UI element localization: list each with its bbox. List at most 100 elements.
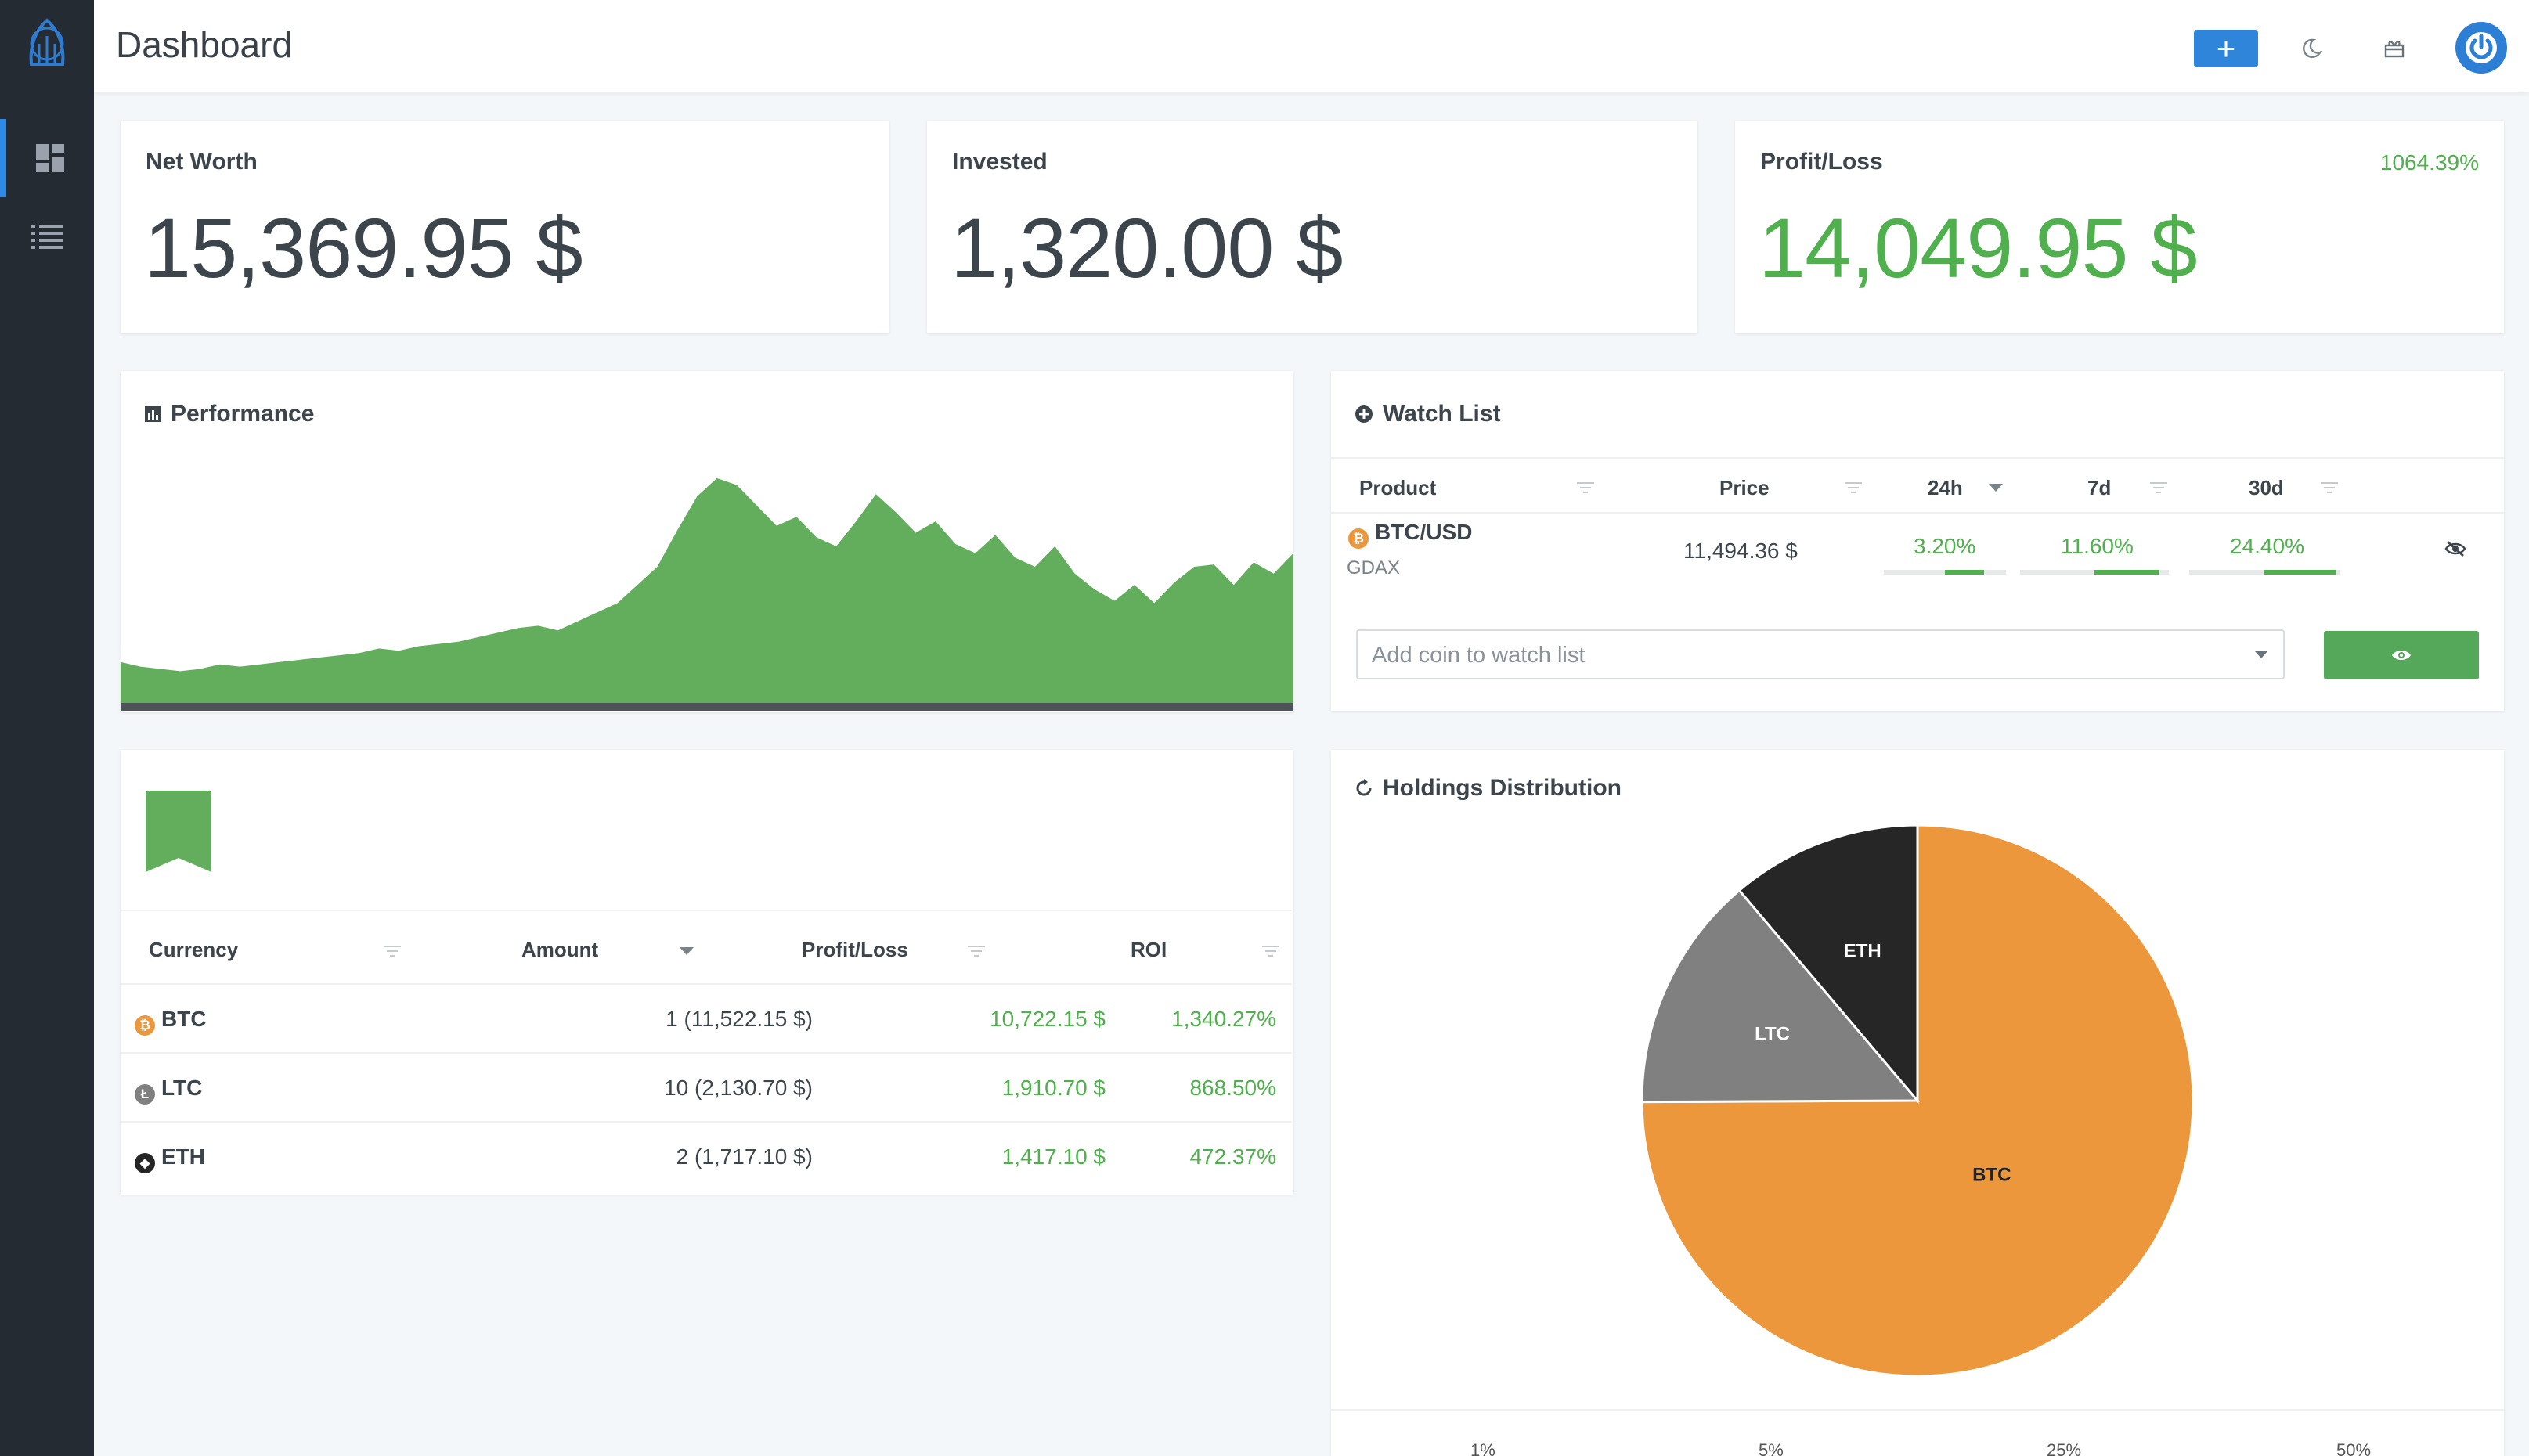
watch-list-card: Watch List Product Price 24h 7d 30d ₿ BTC… (1331, 371, 2504, 711)
performance-title-row: Performance (144, 401, 314, 427)
performance-area (121, 478, 1293, 703)
profit-loss-card: Profit/Loss 1064.39% 14,049.95 $ (1735, 121, 2504, 333)
pie-label-eth: ETH (1844, 940, 1881, 961)
axis-tick: 25% (2047, 1440, 2082, 1456)
profit-loss-percent: 1064.39% (2379, 150, 2479, 175)
ethereum-icon: ◆ (135, 1153, 155, 1173)
watch-24h-bar-fill (1945, 570, 1984, 575)
watch-24h-change: 3.20% (1914, 534, 1976, 558)
profit-cell: 10,722.15 $ (990, 1007, 1106, 1031)
watch-30d-bar-fill (2264, 570, 2337, 575)
filter-icon[interactable] (2321, 482, 2338, 493)
filter-icon[interactable] (1577, 482, 1594, 493)
currency-cell: Ł LTC (135, 1076, 202, 1105)
profit-loss-value: 14,049.95 $ (1759, 200, 2198, 295)
pie-slice-btc[interactable] (1640, 825, 2195, 1378)
roi-cell: 1,340.27% (1171, 1007, 1276, 1031)
top-header: Dashboard + (94, 0, 2529, 92)
dashboard-icon (36, 144, 64, 172)
roi-cell: 472.37% (1189, 1144, 1276, 1169)
pie-slice-ltc[interactable] (1640, 888, 1921, 1104)
profit-loss-label: Profit/Loss (1760, 149, 1883, 175)
list-icon (31, 225, 63, 249)
add-coin-select[interactable]: Add coin to watch list (1356, 629, 2285, 679)
watch-30d-bar (2189, 570, 2340, 575)
currency-cell: ◆ ETH (135, 1144, 205, 1173)
roi-cell: 868.50% (1189, 1076, 1276, 1100)
watch-7d-bar (2020, 570, 2169, 575)
performance-card: Performance (121, 371, 1293, 712)
performance-title: Performance (171, 401, 315, 427)
bitcoin-icon: ₿ (1348, 528, 1369, 549)
table-row[interactable]: Ł LTC 10 (2,130.70 $) 1,910.70 $ 868.50% (121, 1054, 1292, 1123)
invested-value: 1,320.00 $ (951, 200, 1343, 295)
holdings-pie-chart[interactable]: BTC LTC ETH (1331, 825, 2504, 1420)
holdings-table-header: Currency Amount Profit/Loss ROI (121, 910, 1292, 985)
add-watch-button[interactable] (2324, 631, 2479, 679)
net-worth-value: 15,369.95 $ (144, 200, 583, 295)
currency-cell: ₿ BTC (135, 1007, 207, 1036)
amount-cell: 1 (11,522.15 $) (666, 1007, 813, 1031)
axis-tick: 1% (1470, 1440, 1495, 1456)
refresh-icon (1356, 779, 1372, 796)
currency-label: BTC (161, 1007, 207, 1031)
eye-icon (2392, 651, 2411, 660)
column-header-product[interactable]: Product (1359, 476, 1437, 499)
profit-cell: 1,417.10 $ (1001, 1144, 1106, 1169)
watch-list-row[interactable]: ₿ BTC/USD GDAX 11,494.36 $ 3.20% 11.60% 2… (1331, 514, 2504, 592)
sidebar-item-dashboard[interactable] (0, 119, 94, 197)
filter-icon[interactable] (1845, 482, 1862, 493)
sidebar (0, 0, 94, 1456)
plus-circle-icon (1355, 405, 1373, 423)
distribution-title-row: Holdings Distribution (1355, 775, 1622, 802)
holdings-card: Currency Amount Profit/Loss ROI ₿ BTC 1 (… (121, 750, 1293, 1195)
currency-label: ETH (161, 1144, 205, 1169)
currency-label: LTC (161, 1076, 203, 1100)
pie-label-ltc: LTC (1755, 1024, 1790, 1045)
axis-tick: 5% (1759, 1440, 1784, 1456)
bookmark-icon (146, 791, 211, 872)
table-row[interactable]: ◆ ETH 2 (1,717.10 $) 1,417.10 $ 472.37% (121, 1123, 1292, 1191)
sidebar-item-list[interactable] (0, 197, 94, 276)
profit-cell: 1,910.70 $ (1001, 1076, 1106, 1100)
column-header-amount[interactable]: Amount (521, 938, 599, 961)
bar-chart-icon (145, 406, 161, 422)
watch-product-label: BTC/USD (1375, 520, 1473, 544)
add-button[interactable]: + (2194, 30, 2258, 67)
add-coin-placeholder: Add coin to watch list (1372, 643, 1586, 668)
table-row[interactable]: ₿ BTC 1 (11,522.15 $) 10,722.15 $ 1,340.2… (121, 985, 1292, 1054)
performance-axis-bar (121, 703, 1293, 711)
sort-desc-icon[interactable] (680, 947, 694, 955)
amount-cell: 10 (2,130.70 $) (664, 1076, 813, 1100)
filter-icon[interactable] (384, 946, 401, 957)
holdings-distribution-card: Holdings Distribution BTC LTC ETH (1331, 750, 2504, 1456)
distribution-title: Holdings Distribution (1383, 775, 1622, 801)
column-header-24h[interactable]: 24h (1928, 476, 1963, 499)
column-header-30d[interactable]: 30d (2249, 476, 2284, 499)
litecoin-icon: Ł (135, 1084, 155, 1105)
column-header-roi[interactable]: ROI (1131, 938, 1167, 961)
gift-icon[interactable] (2374, 28, 2415, 69)
moon-icon[interactable] (2291, 28, 2332, 69)
sort-desc-icon[interactable] (1989, 484, 2003, 492)
pie-slice-eth[interactable] (1737, 825, 1919, 1105)
power-icon[interactable] (2455, 22, 2507, 74)
watch-price: 11,494.36 $ (1683, 539, 1798, 563)
column-header-7d[interactable]: 7d (2087, 476, 2112, 499)
amount-cell: 2 (1,717.10 $) (676, 1144, 813, 1169)
filter-icon[interactable] (2150, 482, 2167, 493)
page-title: Dashboard (116, 24, 293, 65)
column-header-currency[interactable]: Currency (149, 938, 239, 961)
eye-slash-icon[interactable] (2444, 540, 2466, 557)
filter-icon[interactable] (1262, 946, 1279, 957)
watch-24h-bar (1884, 570, 2006, 575)
bitcoin-icon: ₿ (135, 1015, 155, 1036)
column-header-profit-loss[interactable]: Profit/Loss (802, 938, 908, 961)
column-header-price[interactable]: Price (1719, 476, 1770, 499)
performance-chart[interactable] (121, 476, 1293, 712)
invested-label: Invested (952, 149, 1048, 175)
watch-exchange: GDAX (1347, 557, 1401, 578)
filter-icon[interactable] (968, 946, 985, 957)
axis-tick: 50% (2336, 1440, 2372, 1456)
app-logo-icon[interactable] (19, 16, 75, 78)
